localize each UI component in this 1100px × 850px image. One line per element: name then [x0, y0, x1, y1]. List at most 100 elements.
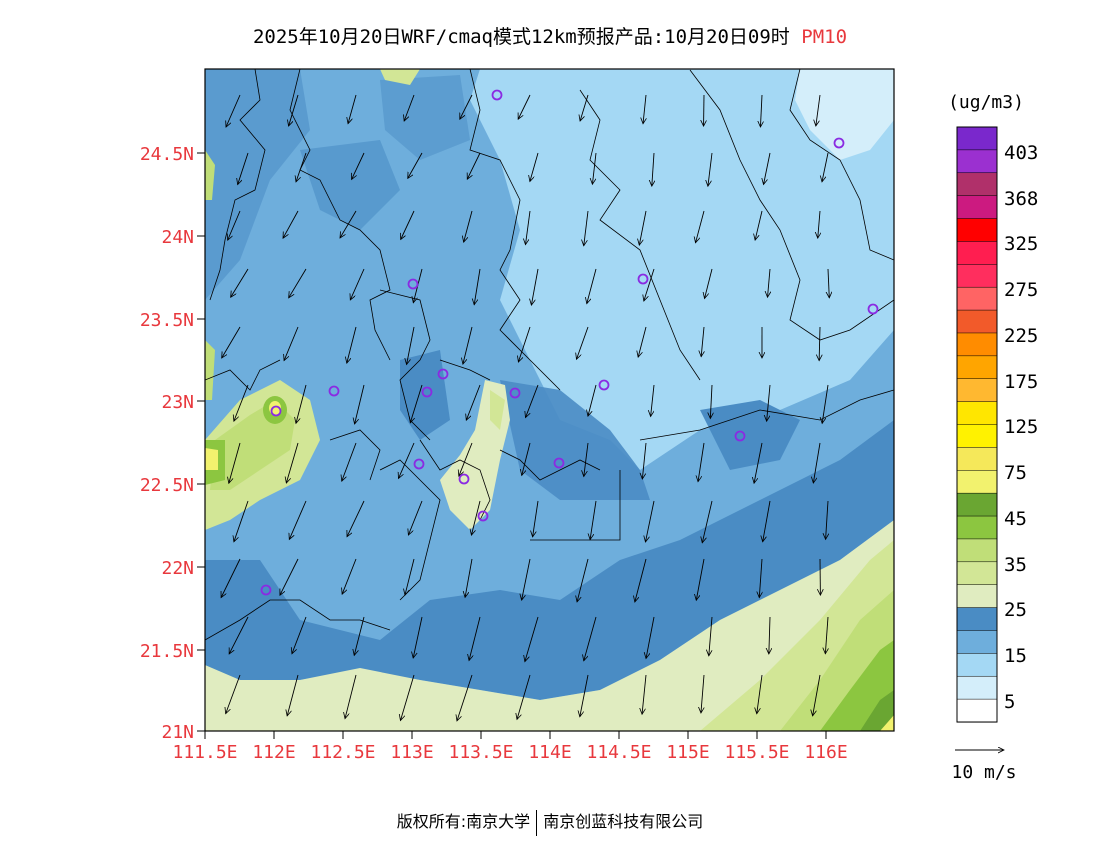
- wind-arrow: [284, 326, 299, 361]
- wind-arrow: [289, 268, 307, 298]
- station-marker: [270, 405, 282, 417]
- lat-label: 23N: [161, 392, 194, 413]
- wind-arrow: [708, 152, 713, 186]
- wind-arrow: [813, 674, 821, 716]
- legend-label: 368: [1004, 188, 1038, 210]
- colorbar-swatch: [956, 286, 998, 311]
- lon-label: 115E: [666, 742, 709, 763]
- wind-arrow: [646, 616, 655, 659]
- colorbar-swatch: [956, 149, 998, 174]
- colorbar-swatch: [956, 492, 998, 517]
- wind-arrow: [701, 674, 705, 713]
- wind-arrow: [518, 94, 531, 119]
- wind-arrow: [408, 500, 423, 535]
- legend-label: 75: [1004, 462, 1027, 484]
- wind-arrow: [347, 500, 365, 537]
- wind-arrow: [398, 442, 415, 478]
- wind-arrow: [283, 210, 299, 238]
- lat-label: 22N: [161, 558, 194, 579]
- colorbar-swatch: [956, 241, 998, 265]
- legend-label: 5: [1004, 691, 1015, 713]
- wind-arrow: [760, 94, 762, 127]
- colorbar-swatch: [956, 332, 998, 357]
- station-marker: [260, 584, 272, 596]
- colorbar-swatch: [956, 401, 998, 426]
- wind-arrow: [531, 268, 539, 305]
- wind-arrow: [517, 674, 531, 719]
- footer-separator: [536, 809, 538, 836]
- wind-arrow: [352, 152, 365, 179]
- station-marker: [477, 510, 489, 522]
- wind-arrow: [460, 94, 473, 119]
- wind-arrow: [522, 558, 531, 600]
- wind-arrow: [754, 442, 763, 483]
- wind-arrow: [347, 326, 357, 363]
- wind-arrow: [280, 558, 299, 595]
- lat-label: 21N: [161, 722, 194, 743]
- wind-arrow: [702, 500, 713, 543]
- wind-arrow: [340, 210, 357, 238]
- station-marker: [491, 89, 503, 101]
- wind-arrow: [696, 210, 705, 243]
- wind-arrow: [518, 326, 531, 362]
- wind-arrow: [652, 152, 654, 186]
- station-marker: [413, 458, 425, 470]
- legend-label: 403: [1004, 142, 1038, 164]
- colorbar-swatch: [956, 424, 998, 448]
- wind-arrow: [642, 442, 647, 479]
- wind-arrow: [755, 210, 763, 240]
- wind-arrow: [413, 616, 423, 658]
- lon-label: 112.5E: [310, 742, 375, 763]
- wind-arrow: [404, 94, 415, 121]
- colorbar-swatch: [956, 126, 998, 151]
- wind-arrow: [590, 500, 597, 540]
- colorbar-swatch: [956, 584, 998, 609]
- lat-label: 23.5N: [140, 310, 194, 331]
- wind-arrow: [576, 326, 589, 359]
- lat-label: 22.5N: [140, 475, 194, 496]
- wind-arrow: [530, 152, 539, 182]
- wind-arrow: [289, 94, 299, 126]
- wind-arrow: [588, 384, 597, 416]
- colorbar-swatch: [956, 378, 998, 403]
- wind-arrow: [234, 384, 249, 421]
- wind-arrow: [296, 384, 307, 423]
- legend-label: 175: [1004, 371, 1038, 393]
- lon-label: 113E: [390, 742, 433, 763]
- wind-arrow: [587, 268, 597, 304]
- lon-axis: [204, 731, 827, 739]
- wind-arrow: [466, 384, 481, 420]
- station-marker: [458, 473, 470, 485]
- lat-label: 24.5N: [140, 144, 194, 165]
- wind-arrow: [825, 616, 828, 654]
- colorbar: [956, 126, 998, 723]
- wind-arrow: [231, 268, 249, 297]
- station-marker: [598, 379, 610, 391]
- legend-label: 275: [1004, 279, 1038, 301]
- wind-arrow: [471, 500, 481, 535]
- wind-arrow: [757, 674, 763, 714]
- legend-label: 35: [1004, 554, 1027, 576]
- wind-arrow: [533, 500, 539, 537]
- wind-arrow: [828, 268, 829, 298]
- wind-arrow: [342, 442, 357, 481]
- wind-arrow: [759, 558, 762, 598]
- wind-arrow: [651, 384, 655, 416]
- colorbar-swatch: [956, 607, 998, 632]
- wind-arrow: [645, 500, 655, 542]
- wind-arrow: [342, 558, 357, 594]
- footer: 版权所有:南京大学 南京创蓝科技有限公司: [0, 808, 1100, 836]
- colorbar-swatch: [956, 470, 998, 494]
- lat-label: 21.5N: [140, 641, 194, 662]
- wind-arrow: [816, 94, 821, 126]
- wind-arrow: [354, 616, 365, 655]
- lon-label: 114.5E: [586, 742, 651, 763]
- wind-arrow: [768, 268, 770, 297]
- station-marker: [421, 386, 433, 398]
- wind-reference-label: 10 m/s: [951, 762, 1016, 783]
- wind-arrow: [769, 616, 770, 654]
- wind-arrow: [767, 384, 771, 421]
- wind-arrow: [348, 94, 357, 124]
- wind-arrow: [698, 442, 705, 482]
- colorbar-swatch: [956, 698, 998, 723]
